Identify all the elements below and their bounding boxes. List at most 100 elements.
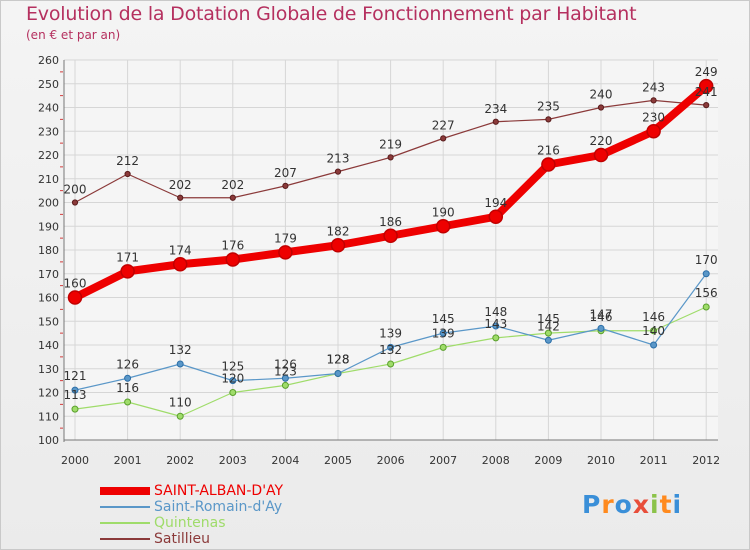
data-label-satillieu: 219 [379,137,402,151]
data-label-saint-alban-d-ay: 179 [274,231,297,245]
logo-letter: t [659,490,673,519]
data-label-saint-alban-d-ay: 220 [590,134,613,148]
legend-swatch [100,487,150,495]
data-point-quintenas [650,327,658,335]
data-label-saint-romain-d-ay: 170 [695,253,718,267]
y-tick-label: 260 [38,54,59,67]
y-tick-label: 210 [38,173,59,186]
data-point-saint-alban-d-ay [488,209,504,224]
data-point-quintenas [544,329,552,337]
data-point-satillieu [334,168,342,175]
data-label-saint-alban-d-ay: 194 [484,196,507,210]
y-tick-label: 220 [38,149,59,162]
data-point-saint-alban-d-ay [698,78,714,94]
data-label-saint-romain-d-ay: 126 [116,357,139,371]
y-tick-label: 130 [38,363,59,376]
proxiti-logo: Proxiti [582,490,682,519]
data-label-quintenas: 128 [327,353,350,367]
logo-letter: i [672,490,683,519]
logo-letter: o [614,490,633,519]
data-label-quintenas: 146 [590,310,613,324]
data-label-saint-alban-d-ay: 182 [327,224,350,238]
data-label-quintenas: 145 [537,312,560,326]
y-tick-label: 190 [38,220,59,233]
y-tick-label: 180 [38,244,59,257]
x-tick-label: 2009 [534,454,562,467]
y-tick-label: 100 [38,434,59,447]
data-point-saint-alban-d-ay [225,252,241,267]
y-tick-label: 110 [38,410,59,423]
data-label-satillieu: 200 [64,183,87,197]
data-point-saint-romain-d-ay [702,270,710,278]
data-label-saint-romain-d-ay: 126 [274,357,297,371]
data-label-quintenas: 146 [642,310,665,324]
data-point-saint-romain-d-ay [71,386,79,394]
data-point-saint-romain-d-ay [387,343,395,351]
y-tick-label: 200 [38,197,59,210]
data-label-quintenas: 113 [64,388,87,402]
x-tick-label: 2002 [166,454,194,467]
data-label-saint-alban-d-ay: 160 [64,277,87,291]
legend-label: Quintenas [154,515,226,531]
data-point-quintenas [229,389,237,396]
data-point-saint-alban-d-ay [172,257,188,272]
data-point-quintenas [492,334,500,342]
data-point-quintenas [176,412,184,420]
data-point-satillieu [229,194,236,201]
data-label-quintenas: 132 [379,343,402,357]
data-label-saint-romain-d-ay: 140 [642,324,665,338]
data-point-satillieu [71,199,79,206]
x-tick-label: 2000 [61,454,89,467]
data-point-saint-alban-d-ay [541,157,556,172]
data-point-satillieu [545,116,552,123]
data-label-saint-alban-d-ay: 176 [221,239,244,253]
legend-swatch [100,506,150,508]
data-point-saint-romain-d-ay [439,329,447,337]
data-point-saint-alban-d-ay [67,290,83,305]
data-point-quintenas [71,405,79,413]
data-point-saint-romain-d-ay [544,336,552,344]
data-label-saint-romain-d-ay: 142 [537,319,560,333]
data-point-quintenas [702,303,710,311]
data-label-saint-alban-d-ay: 230 [642,110,665,124]
y-tick-label: 140 [38,339,59,352]
data-label-saint-romain-d-ay: 148 [484,305,507,319]
data-label-saint-romain-d-ay: 139 [379,326,402,340]
data-point-saint-alban-d-ay [435,219,451,234]
data-label-satillieu: 212 [116,154,139,168]
data-label-saint-romain-d-ay: 145 [432,312,455,326]
data-label-saint-alban-d-ay: 249 [695,65,718,79]
data-label-satillieu: 207 [274,166,297,180]
data-label-saint-romain-d-ay: 147 [590,307,613,321]
y-tick-label: 160 [38,292,59,305]
data-point-satillieu [703,102,710,109]
data-point-saint-alban-d-ay [646,124,661,139]
x-tick-label: 2011 [640,454,668,467]
data-label-satillieu: 240 [590,88,613,102]
legend-swatch [100,522,150,524]
data-point-satillieu [124,170,131,178]
data-label-saint-alban-d-ay: 216 [537,144,560,158]
data-label-satillieu: 213 [327,152,350,166]
data-label-saint-alban-d-ay: 186 [379,215,402,229]
data-point-quintenas [124,398,132,406]
data-point-satillieu [177,194,184,201]
data-point-saint-alban-d-ay [278,245,293,260]
y-tick-label: 230 [38,125,59,138]
data-label-satillieu: 202 [169,178,192,192]
data-label-quintenas: 110 [169,395,192,409]
x-tick-label: 2008 [482,454,510,467]
chart-title: Evolution de la Dotation Globale de Fonc… [26,3,637,25]
data-point-satillieu [650,97,657,104]
data-point-saint-alban-d-ay [120,264,135,279]
y-tick-label: 170 [38,268,59,281]
logo-letter: r [601,490,615,519]
data-point-satillieu [492,118,499,125]
legend-label: Satillieu [154,531,210,547]
data-point-saint-alban-d-ay [330,238,346,253]
x-tick-label: 2010 [587,454,615,467]
data-label-satillieu: 234 [484,102,507,116]
legend-label: SAINT-ALBAN-D'AY [154,483,284,499]
data-label-satillieu: 243 [642,80,665,94]
